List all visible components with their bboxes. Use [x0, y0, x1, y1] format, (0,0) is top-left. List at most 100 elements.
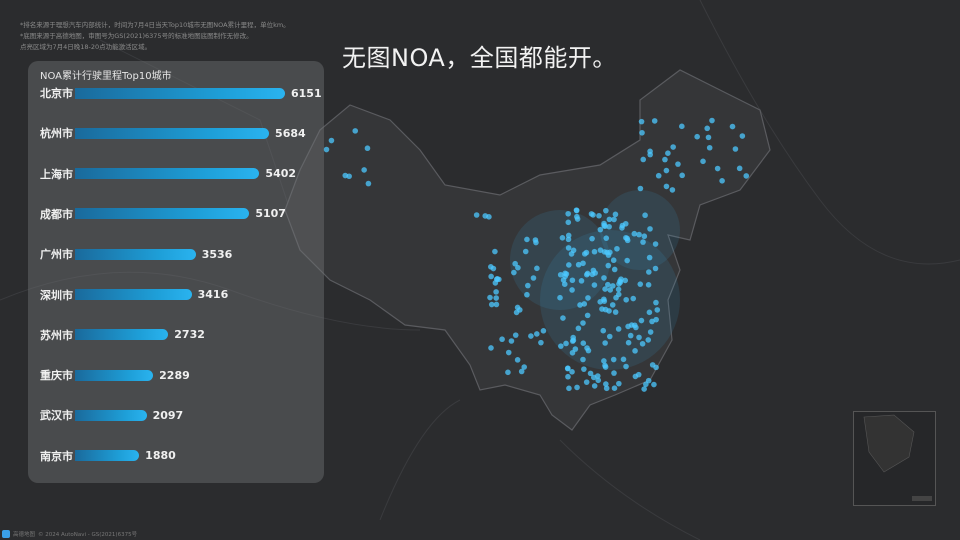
activation-dot — [488, 301, 495, 308]
activation-dot — [577, 302, 583, 308]
activation-dot — [651, 381, 657, 388]
activation-dot — [365, 180, 372, 187]
activation-dot — [630, 295, 637, 302]
activation-dot — [611, 370, 617, 376]
activation-dot — [706, 144, 713, 151]
bar-row: 苏州市 2732 — [40, 325, 205, 345]
south-china-sea-inset-map — [853, 411, 936, 506]
footnote-3: 点亮区域为7月4日晚18-20点功能激活区域。 — [20, 43, 152, 51]
activation-dot — [534, 331, 540, 337]
bar-row: 南京市 1880 — [40, 446, 176, 466]
activation-dot — [714, 165, 721, 172]
activation-dot — [704, 125, 711, 132]
activation-glow — [510, 190, 680, 370]
value-label: 5684 — [275, 126, 306, 140]
activation-dot — [605, 252, 612, 258]
activation-dot — [652, 241, 659, 247]
city-label: 上海市 — [40, 167, 73, 181]
activation-dot — [603, 381, 609, 387]
activation-dot — [655, 172, 662, 179]
city-label: 南京市 — [40, 449, 73, 463]
bar — [75, 329, 169, 341]
activation-dot — [616, 380, 622, 387]
bar-row: 成都市 5107 — [40, 204, 286, 224]
glow-area — [510, 210, 610, 310]
bar — [75, 208, 250, 220]
activation-dot — [622, 277, 629, 284]
activation-dot — [653, 299, 659, 306]
activation-dot — [615, 326, 622, 332]
activation-dot — [639, 129, 645, 136]
activation-dot — [645, 377, 652, 384]
activation-dot — [581, 366, 587, 372]
activation-dot — [636, 334, 642, 341]
activation-dots — [323, 117, 750, 392]
activation-dot — [528, 333, 534, 339]
activation-dot — [361, 167, 367, 173]
activation-dot — [675, 161, 681, 167]
activation-dot — [569, 287, 575, 293]
activation-dot — [328, 137, 335, 144]
activation-dot — [488, 345, 494, 351]
activation-dot — [522, 248, 529, 255]
chart-title: NOA累计行驶里程Top10城市 — [40, 71, 172, 82]
activation-dot — [700, 158, 706, 165]
activation-dot — [581, 251, 588, 257]
activation-dot — [631, 230, 638, 237]
activation-dot — [610, 283, 616, 289]
activation-dot — [560, 315, 566, 321]
activation-dot — [562, 270, 568, 277]
activation-dot — [602, 362, 608, 369]
bar — [75, 409, 147, 421]
activation-dot — [570, 334, 576, 341]
bar-row: 杭州市 5684 — [40, 123, 306, 143]
activation-dot — [611, 216, 617, 223]
bar-row: 上海市 5402 — [40, 164, 296, 184]
value-label: 2732 — [174, 328, 205, 342]
activation-dot — [518, 368, 525, 375]
activation-dot — [610, 257, 617, 264]
activation-dot — [603, 235, 610, 241]
activation-dot — [558, 343, 564, 349]
activation-dot — [641, 386, 647, 392]
activation-dot — [565, 210, 571, 217]
activation-dot — [514, 357, 521, 363]
activation-dot — [615, 286, 622, 293]
activation-dot — [645, 282, 652, 288]
activation-dot — [627, 332, 634, 339]
activation-dot — [653, 316, 659, 323]
activation-dot — [565, 245, 572, 251]
value-label: 5107 — [255, 207, 286, 221]
headline: 无图NOA，全国都能开。 — [342, 44, 617, 72]
activation-dot — [601, 358, 607, 364]
activation-dot — [566, 385, 572, 392]
activation-dot — [601, 222, 607, 229]
activation-dot — [346, 173, 352, 180]
activation-dot — [534, 265, 540, 272]
activation-dot — [585, 295, 591, 301]
activation-dot — [597, 247, 604, 253]
activation-dot — [580, 320, 586, 326]
activation-dot — [606, 333, 613, 340]
activation-dot — [594, 373, 601, 379]
activation-dot — [619, 225, 625, 231]
activation-dot — [645, 337, 652, 343]
activation-dot — [505, 369, 511, 376]
activation-dot — [513, 309, 520, 316]
activation-dot — [524, 291, 530, 298]
activation-dot — [563, 340, 569, 347]
activation-dot — [597, 226, 604, 233]
activation-dot — [632, 373, 639, 380]
activation-dot — [620, 356, 627, 363]
activation-dot — [654, 307, 661, 313]
activation-dot — [647, 226, 653, 232]
activation-dot — [647, 329, 654, 335]
activation-dot — [611, 385, 618, 391]
activation-dot — [566, 262, 572, 268]
activation-dot — [669, 187, 676, 193]
city-label: 广州市 — [40, 248, 73, 262]
activation-dot — [580, 340, 587, 346]
activation-dot — [584, 312, 591, 319]
activation-dot — [602, 306, 609, 313]
